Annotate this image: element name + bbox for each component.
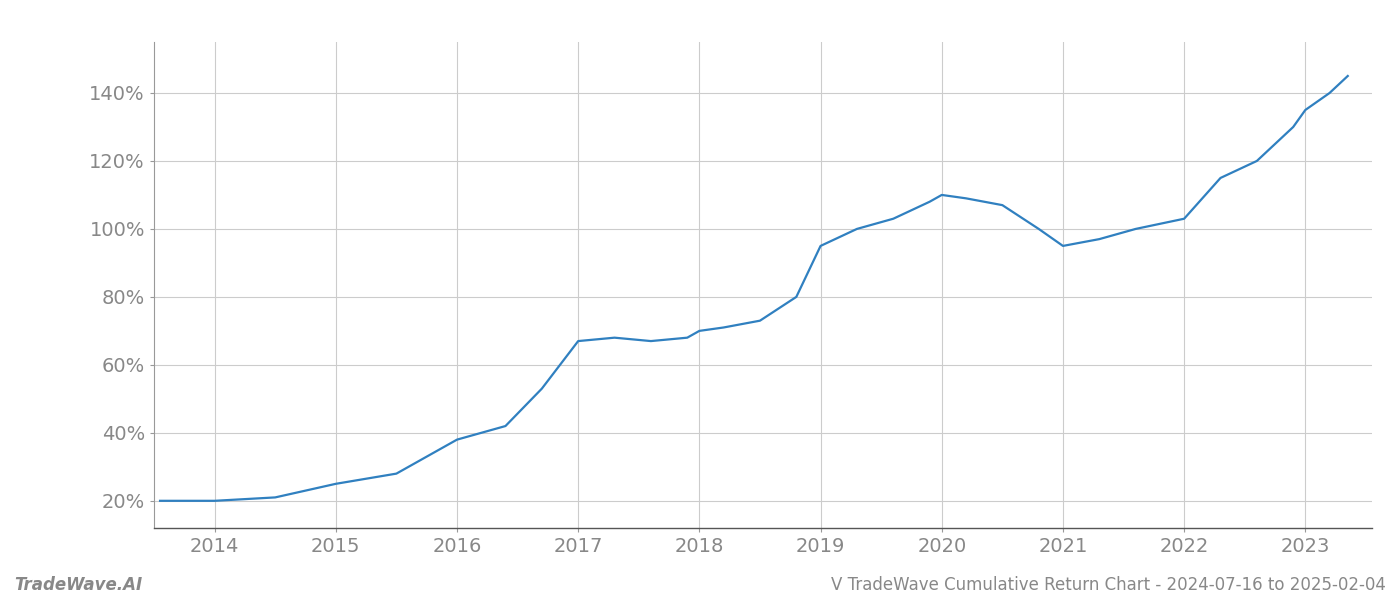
Text: TradeWave.AI: TradeWave.AI [14,576,143,594]
Text: V TradeWave Cumulative Return Chart - 2024-07-16 to 2025-02-04: V TradeWave Cumulative Return Chart - 20… [832,576,1386,594]
